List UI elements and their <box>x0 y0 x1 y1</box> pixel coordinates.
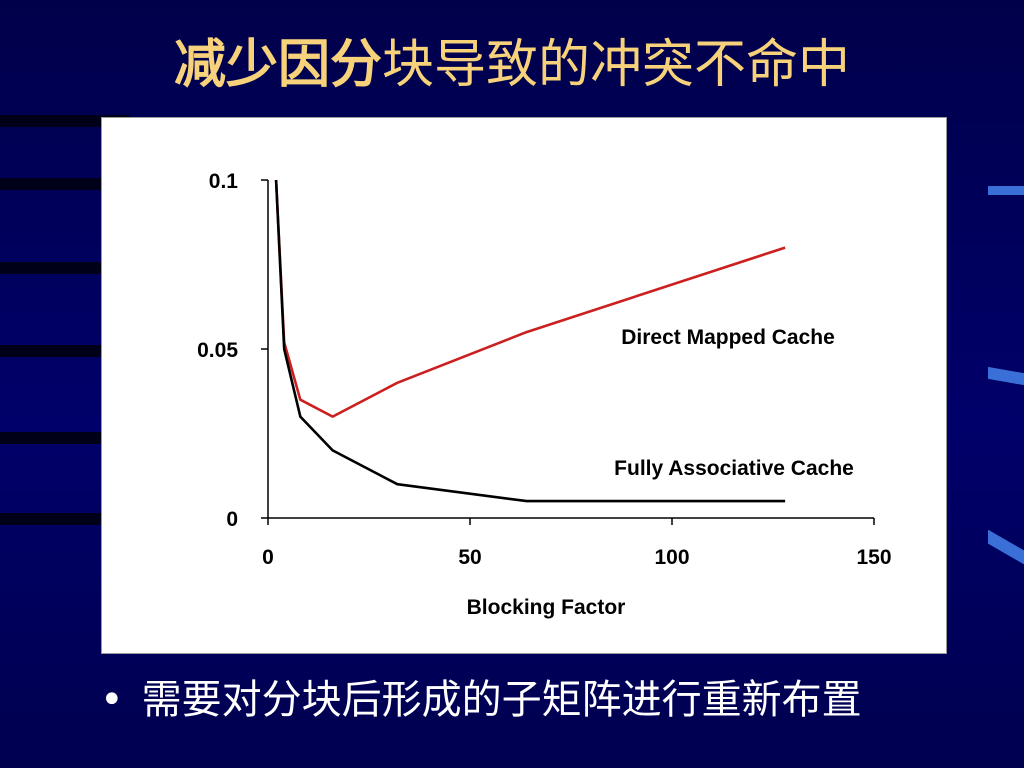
x-tick-label: 150 <box>856 546 891 569</box>
line-chart: 0 50 100 150 0 0.05 0.1 Blocking Factor Direct… <box>197 170 891 619</box>
x-tick-label: 0 <box>262 546 274 569</box>
bullet-text: 需要对分块后形成的子矩阵进行重新布置 <box>141 677 862 723</box>
x-axis-label: Blocking Factor <box>467 596 626 619</box>
bullet-dot-icon: • <box>100 677 124 723</box>
slide-title-bold: 减少因分 <box>173 35 382 95</box>
slide-title: 减少因分块导致的冲突不命中 <box>0 30 1024 100</box>
x-tick-label: 100 <box>654 546 689 569</box>
slide-title-rest: 块导致的冲突不命中 <box>382 35 851 95</box>
y-tick-label: 0.05 <box>197 339 238 362</box>
bullet-item: • 需要对分块后形成的子矩阵进行重新布置 <box>100 670 862 730</box>
y-tick-label: 0.1 <box>209 170 239 193</box>
chart-panel: 0 50 100 150 0 0.05 0.1 Blocking Factor Direct… <box>101 117 947 654</box>
y-tick-label: 0 <box>226 508 238 531</box>
series-line-fully-associative <box>274 179 786 503</box>
x-tick-label: 50 <box>458 546 481 569</box>
series-label-direct-mapped: Direct Mapped Cache <box>621 326 835 349</box>
series-line-direct-mapped <box>274 179 786 418</box>
series-label-fully-associative: Fully Associative Cache <box>614 457 854 480</box>
